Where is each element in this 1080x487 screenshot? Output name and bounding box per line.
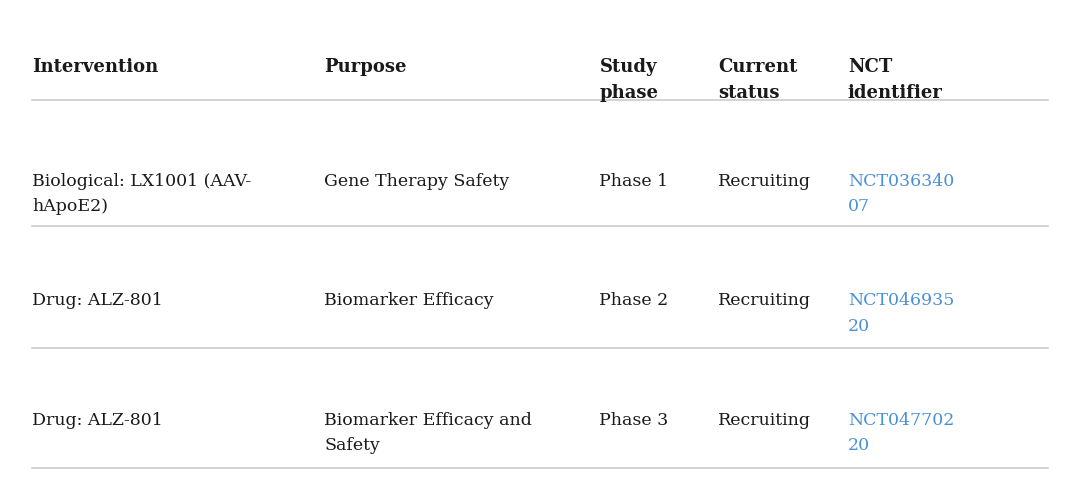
Text: Intervention: Intervention: [32, 58, 159, 76]
Text: Biomarker Efficacy: Biomarker Efficacy: [324, 292, 494, 309]
Text: Recruiting: Recruiting: [718, 412, 811, 429]
Text: Purpose: Purpose: [324, 58, 406, 76]
Text: Study
phase: Study phase: [599, 58, 659, 102]
Text: Biomarker Efficacy and
Safety: Biomarker Efficacy and Safety: [324, 412, 531, 454]
Text: Drug: ALZ-801: Drug: ALZ-801: [32, 412, 163, 429]
Text: Gene Therapy Safety: Gene Therapy Safety: [324, 173, 510, 190]
Text: NCT
identifier: NCT identifier: [848, 58, 943, 102]
Text: Recruiting: Recruiting: [718, 173, 811, 190]
Text: NCT036340
07: NCT036340 07: [848, 173, 954, 215]
Text: Phase 3: Phase 3: [599, 412, 669, 429]
Text: Recruiting: Recruiting: [718, 292, 811, 309]
Text: Current
status: Current status: [718, 58, 797, 102]
Text: Drug: ALZ-801: Drug: ALZ-801: [32, 292, 163, 309]
Text: Biological: LX1001 (AAV-
hApoE2): Biological: LX1001 (AAV- hApoE2): [32, 173, 252, 215]
Text: Phase 2: Phase 2: [599, 292, 669, 309]
Text: NCT047702
20: NCT047702 20: [848, 412, 954, 454]
Text: Phase 1: Phase 1: [599, 173, 669, 190]
Text: NCT046935
20: NCT046935 20: [848, 292, 954, 335]
